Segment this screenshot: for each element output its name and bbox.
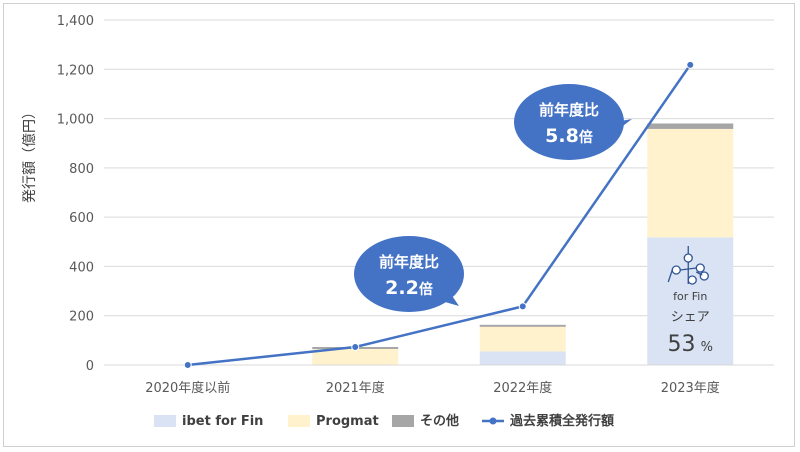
share-badge: for Fin シェア 53 % <box>668 246 713 357</box>
logo-edge <box>695 271 703 276</box>
x-tick-label: 2021年度 <box>326 380 385 396</box>
callout-line2: 2.2倍 <box>385 277 433 299</box>
bar-segment-ibet <box>479 351 566 365</box>
logo-node <box>671 265 681 275</box>
y-tick-label: 800 <box>69 162 94 177</box>
x-tick-label: 2023年度 <box>661 380 720 396</box>
y-axis-title: 発行額（億円） <box>22 105 38 203</box>
line-point <box>518 302 527 311</box>
y-tick-label: 1,400 <box>57 14 94 29</box>
legend-label: その他 <box>420 413 459 429</box>
x-tick-label: 2022年度 <box>493 380 552 396</box>
y-tick-label: 1,200 <box>57 63 94 78</box>
legend-label: 過去累積全発行額 <box>509 413 614 429</box>
line-point <box>351 343 360 352</box>
bar-line-chart: 0 200 400 600 800 1,000 1,200 1,400 発行額（億円） 202… <box>22 14 774 429</box>
y-tick-label: 400 <box>69 260 94 275</box>
callout-suffix: 倍 <box>579 129 593 146</box>
bar-segment-progmat <box>479 326 566 352</box>
legend-item: 過去累積全発行額 <box>482 413 614 429</box>
callout-bubble <box>514 84 624 160</box>
line-path <box>187 64 692 367</box>
legend-label: ibet for Fin <box>182 414 263 429</box>
legend-item: Progmat <box>288 414 379 429</box>
legend-marker <box>489 417 497 425</box>
y-tick-label: 600 <box>69 211 94 226</box>
y-tick-label: 200 <box>69 310 94 325</box>
callout-ratio: 2.2 <box>385 277 419 299</box>
bar-segment-other <box>647 123 734 129</box>
logo-edge <box>667 269 673 283</box>
legend-label: Progmat <box>316 414 379 429</box>
legend-swatch <box>392 415 414 427</box>
legend-swatch <box>154 415 176 427</box>
logo-node <box>695 263 705 273</box>
y-tick-label: 0 <box>86 359 94 374</box>
x-axis-tick-labels: 2020年度以前 2021年度 2022年度 2023年度 <box>145 380 720 396</box>
growth-callout: 前年度比 5.8倍 <box>514 84 632 160</box>
legend: ibet for Fin Progmat その他 過去累積全発行額 <box>154 413 614 429</box>
legend-swatch <box>288 415 310 427</box>
line-point <box>183 361 192 369</box>
callout-line2: 5.8倍 <box>545 125 593 147</box>
callout-suffix: 倍 <box>419 281 433 298</box>
legend-item: ibet for Fin <box>154 414 263 429</box>
share-badge-unit: % <box>701 340 713 355</box>
legend-item: その他 <box>392 413 459 429</box>
cumulative-line-series <box>183 60 695 369</box>
share-badge-value: 53 <box>668 332 696 357</box>
share-badge-brand: for Fin <box>673 290 707 303</box>
callout-line1: 前年度比 <box>539 101 599 119</box>
x-tick-label: 2020年度以前 <box>145 380 230 396</box>
y-tick-label: 1,000 <box>57 113 94 128</box>
share-badge-label: シェア <box>671 310 710 325</box>
stacked-bars <box>312 123 734 365</box>
share-badge-value-row: 53 % <box>668 332 713 357</box>
callout-line1: 前年度比 <box>379 253 439 271</box>
ibet-logo-icon <box>667 246 709 285</box>
callout-ratio: 5.8 <box>545 125 579 147</box>
logo-node <box>683 253 693 263</box>
callout-bubble <box>354 236 464 312</box>
bar-segment-other <box>479 324 566 327</box>
chart-frame: 0 200 400 600 800 1,000 1,200 1,400 発行額（億円） 202… <box>3 3 795 447</box>
gridlines <box>104 19 774 317</box>
line-point <box>686 60 695 69</box>
bar-segment-progmat <box>312 348 399 365</box>
logo-node <box>699 271 709 281</box>
y-axis-tick-labels: 0 200 400 600 800 1,000 1,200 1,400 <box>57 14 94 374</box>
growth-callout: 前年度比 2.2倍 <box>354 236 464 312</box>
logo-node <box>687 275 697 285</box>
bar-segment-progmat <box>647 128 734 238</box>
